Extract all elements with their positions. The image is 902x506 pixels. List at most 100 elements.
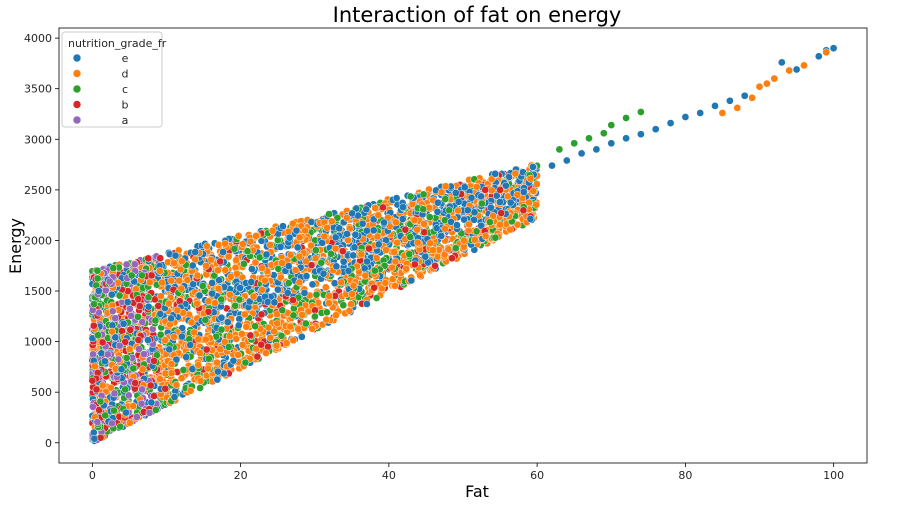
data-point [311,312,319,321]
data-point [390,248,399,256]
data-point [264,323,273,332]
data-point [214,367,222,376]
data-point [410,260,419,269]
data-point [226,290,234,299]
data-point [416,271,424,280]
data-point [90,300,98,309]
data-point [410,216,419,225]
data-point-c [622,114,630,122]
data-point [330,279,339,288]
data-point [186,341,195,349]
data-point [388,263,397,272]
data-point [487,186,496,195]
data-point [317,258,326,267]
data-point [121,385,130,394]
data-point [339,257,348,266]
data-point [406,192,415,201]
data-point [372,254,381,262]
data-point [321,283,330,292]
data-point-c [637,108,645,116]
data-point [257,310,266,319]
legend-label: a [122,114,129,127]
data-point [263,298,272,306]
data-point [529,163,537,171]
legend-marker [72,115,82,125]
data-point [242,322,251,331]
data-point [379,203,387,212]
data-point [204,364,212,373]
data-point [129,364,138,373]
data-point [428,246,437,255]
data-point [284,279,293,287]
data-point [145,278,154,287]
data-point [157,292,165,301]
data-point [463,206,472,215]
data-point [285,233,294,242]
data-point [323,308,331,317]
data-point [115,341,124,350]
data-point [357,250,366,259]
data-point-e [592,145,601,154]
data-point [101,411,110,420]
data-point-e [726,96,734,105]
data-point [519,188,528,196]
y-tick-label: 1500 [24,285,52,298]
data-point [307,261,316,270]
data-point [460,236,468,245]
data-point [274,285,282,294]
data-point [97,349,106,358]
data-point-d [822,48,831,57]
data-point [171,251,180,260]
data-point [232,269,241,278]
data-point [172,381,181,389]
data-point [278,259,286,267]
data-point [406,233,415,241]
data-point [177,374,186,383]
data-point [150,392,158,400]
data-point [470,235,479,244]
data-point [101,286,110,295]
data-point [467,193,476,202]
data-point [175,297,184,306]
data-point [249,292,258,301]
data-point [431,261,439,270]
data-point [388,275,397,284]
data-point [381,279,390,287]
data-point [264,342,272,351]
data-point [372,294,381,302]
data-point [262,349,270,357]
data-point [144,302,153,311]
data-point [234,351,242,359]
data-point [320,232,329,241]
data-point [217,325,226,334]
data-point [196,377,205,385]
data-point [217,313,226,322]
data-point [89,321,98,330]
data-point-e [792,65,801,74]
data-point-b [481,186,490,194]
data-point-e [651,125,660,134]
data-point [158,278,166,287]
data-point [213,375,222,384]
data-point [126,326,135,334]
data-point [335,224,344,233]
data-point [421,252,430,261]
data-point [137,399,146,408]
data-point [179,366,188,374]
data-point [246,237,255,246]
data-point [238,240,247,248]
data-point [216,257,225,266]
data-point [253,352,262,361]
data-point [183,276,192,284]
data-point [420,220,428,228]
data-point [96,397,105,406]
y-tick-label: 3500 [24,83,52,96]
data-point [272,341,281,350]
data-point [151,406,160,414]
data-point [526,215,535,223]
data-point [399,203,407,211]
data-point [134,312,142,321]
data-point [398,215,407,223]
data-point [132,413,141,421]
data-point [221,239,229,248]
